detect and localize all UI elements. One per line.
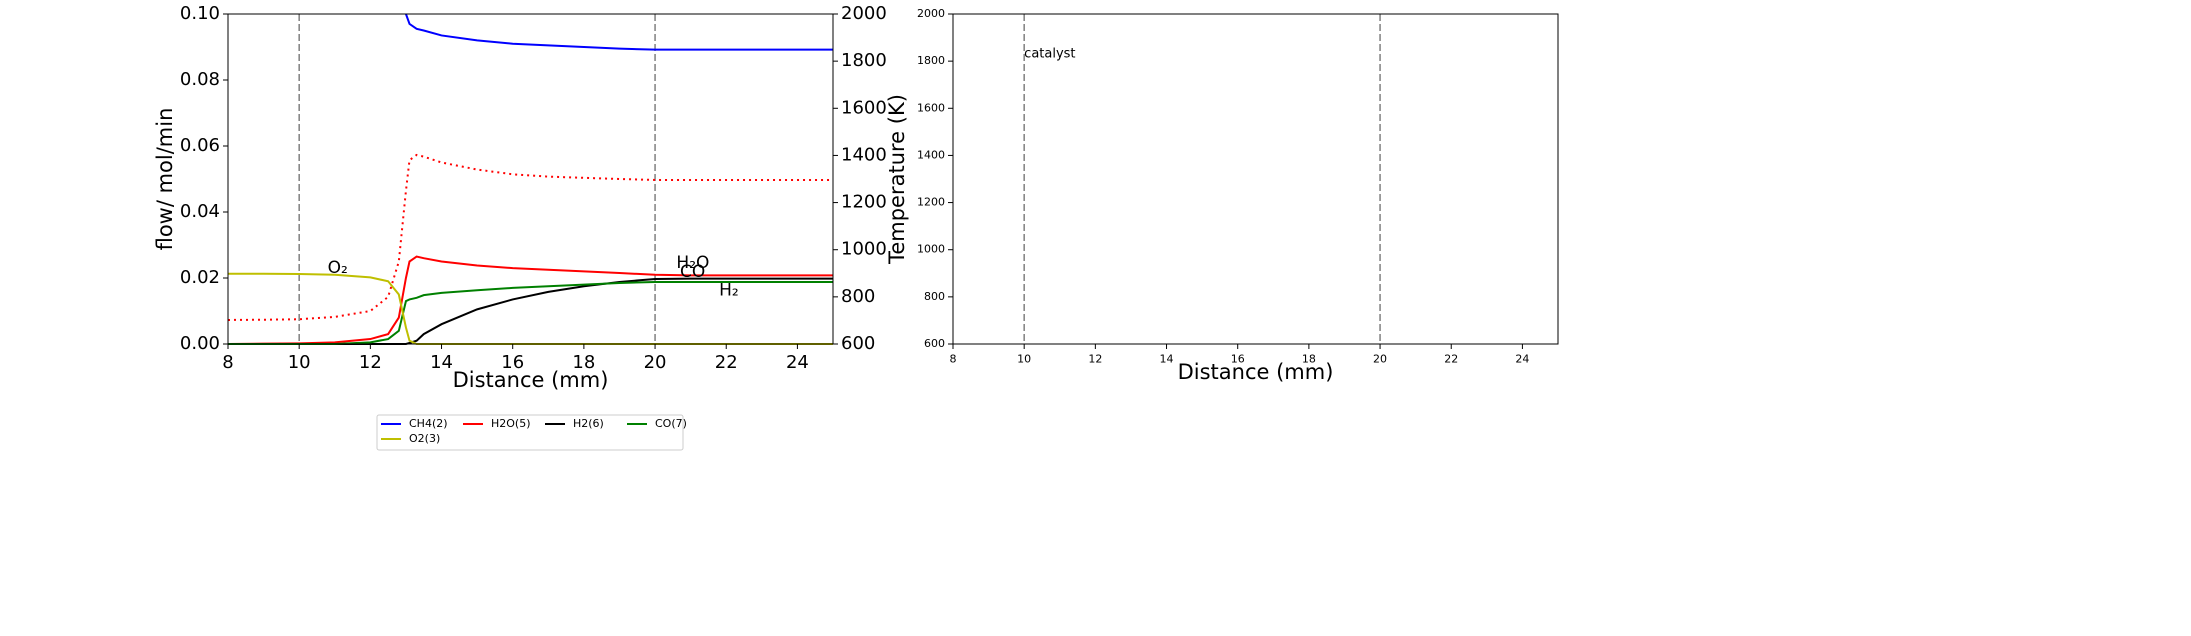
x-tick-label: 24 (1515, 353, 1529, 366)
annotation: CO (680, 262, 705, 282)
y-tick-label: 1000 (917, 243, 945, 256)
legend-label: H2O(5) (491, 417, 531, 430)
x-tick-label: 14 (430, 352, 453, 373)
y-tick-label: 0.00 (180, 333, 220, 354)
axes-frame (227, 13, 834, 345)
legend-label: H2(6) (573, 417, 604, 430)
y-tick-label: 2000 (917, 7, 945, 20)
legend-label: O2(3) (409, 432, 440, 445)
y-tick-label: 0.10 (180, 3, 220, 24)
legend-box (376, 414, 684, 451)
y-tick-label: 600 (924, 337, 945, 350)
y-tick-label: 0.02 (180, 267, 220, 288)
y-tick-label: 1400 (917, 148, 945, 161)
x-axis-label: Distance (mm) (1178, 360, 1334, 384)
series-line (228, 255, 833, 345)
y-tick-label: 0.08 (180, 69, 220, 90)
y2-tick-label: 800 (841, 286, 875, 307)
y-tick-label: 0.04 (180, 201, 220, 222)
x-tick-label: 16 (501, 352, 524, 373)
y2-tick-label: 1400 (841, 144, 887, 165)
x-tick-label: 20 (1373, 353, 1387, 366)
y2-tick-label: 1000 (841, 239, 887, 260)
x-tick-label: 24 (786, 352, 809, 373)
legend-label: CO(7) (655, 417, 687, 430)
x-tick-label: 20 (644, 352, 667, 373)
y2-axis-label: Temperature (K) (885, 94, 909, 265)
y2-tick-label: 2000 (841, 3, 887, 24)
annotation: H₂ (719, 281, 739, 301)
x-tick-label: 22 (1444, 353, 1458, 366)
series-line (228, 272, 833, 345)
series-line (228, 153, 833, 321)
axes-frame (952, 13, 1559, 345)
x-tick-label: 8 (222, 352, 233, 373)
y2-tick-label: 1200 (841, 192, 887, 213)
y2-tick-label: 600 (841, 333, 875, 354)
x-tick-label: 8 (950, 353, 957, 366)
annotation: catalyst (1024, 47, 1075, 62)
x-tick-label: 18 (1302, 353, 1316, 366)
x-tick-label: 12 (359, 352, 382, 373)
series-line (404, 13, 833, 51)
legend-label: CH4(2) (409, 417, 448, 430)
annotation: H₂O (676, 253, 709, 273)
x-axis-label: Distance (mm) (453, 368, 609, 392)
y2-tick-label: 1800 (841, 50, 887, 71)
x-tick-label: 14 (1160, 353, 1174, 366)
y-tick-label: 1600 (917, 101, 945, 114)
y-tick-label: 0.06 (180, 135, 220, 156)
y-tick-label: 800 (924, 290, 945, 303)
x-tick-label: 10 (1017, 353, 1031, 366)
x-tick-label: 22 (715, 352, 738, 373)
y-tick-label: 1800 (917, 54, 945, 67)
series-line (228, 280, 833, 345)
x-tick-label: 18 (572, 352, 595, 373)
annotation: O₂ (328, 258, 348, 278)
y-axis-label: flow/ mol/min (153, 108, 177, 251)
x-tick-label: 12 (1088, 353, 1102, 366)
x-tick-label: 10 (288, 352, 311, 373)
x-tick-label: 16 (1231, 353, 1245, 366)
y2-tick-label: 1600 (841, 97, 887, 118)
series-line (228, 277, 833, 345)
y-tick-label: 1200 (917, 196, 945, 209)
